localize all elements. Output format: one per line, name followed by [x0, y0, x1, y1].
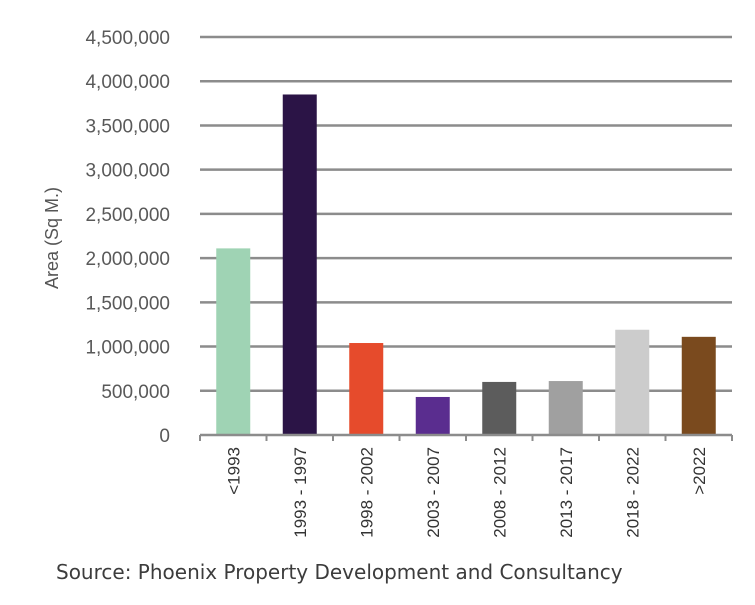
- source-note: Source: Phoenix Property Development and…: [56, 560, 623, 584]
- x-axis-tick-labels: <1993 1993 - 1997 1998 - 2002 2003 - 2007 20…: [224, 447, 709, 538]
- y-tick-label: 3,000,000: [85, 161, 170, 182]
- y-tick-label: 500,000: [101, 382, 170, 403]
- y-tick-label: 0: [159, 426, 170, 447]
- bar: [282, 94, 317, 435]
- x-tick-label: >2022: [690, 447, 709, 495]
- x-tick-label: 2003 - 2007: [424, 447, 443, 538]
- bars: [216, 94, 716, 435]
- x-tick-label: 2013 - 2017: [557, 447, 576, 538]
- x-tick-label: 1998 - 2002: [357, 447, 376, 538]
- x-tick-label: 2008 - 2012: [490, 447, 509, 538]
- y-axis-tick-labels: 0 500,000 1,000,000 1,500,000 2,000,000 2,500…: [85, 28, 170, 447]
- bar: [216, 248, 251, 435]
- y-tick-label: 4,000,000: [85, 72, 170, 93]
- y-tick-label: 2,500,000: [85, 205, 170, 226]
- x-axis: [199, 433, 733, 441]
- y-tick-label: 4,500,000: [85, 28, 170, 49]
- x-tick-label: 2018 - 2022: [623, 447, 642, 538]
- bar: [615, 329, 650, 435]
- chart-canvas: 0 500,000 1,000,000 1,500,000 2,000,000 2,500…: [42, 28, 733, 538]
- x-tick-label: <1993: [224, 447, 243, 495]
- y-axis-label: Area (Sq M.): [42, 187, 62, 289]
- y-tick-label: 1,500,000: [85, 293, 170, 314]
- bar: [349, 343, 384, 435]
- gridlines: [200, 35, 732, 393]
- bar: [482, 381, 517, 435]
- y-tick-label: 2,000,000: [85, 249, 170, 270]
- bar: [548, 381, 583, 435]
- x-tick-label: 1993 - 1997: [291, 447, 310, 538]
- y-tick-label: 1,000,000: [85, 338, 170, 359]
- y-tick-label: 3,500,000: [85, 116, 170, 137]
- bar-chart: 0 500,000 1,000,000 1,500,000 2,000,000 2,500…: [42, 28, 733, 538]
- bar: [681, 336, 716, 435]
- bar: [415, 396, 450, 435]
